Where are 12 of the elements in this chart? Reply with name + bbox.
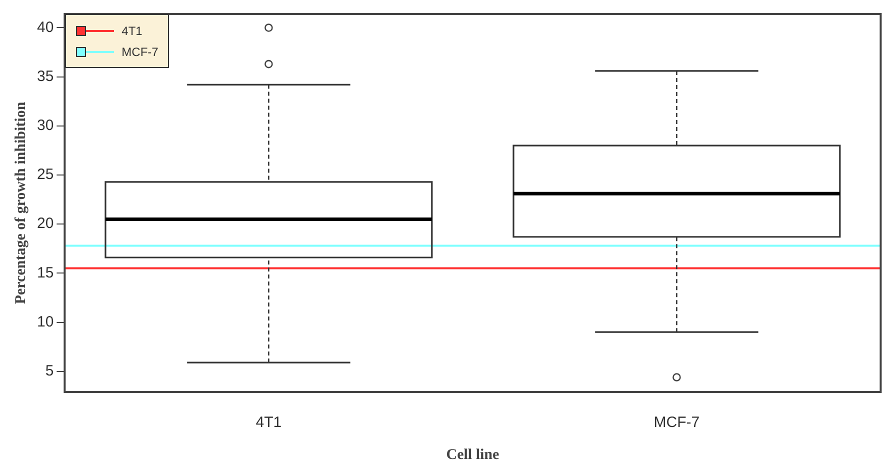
y-axis-title: Percentage of growth inhibition xyxy=(12,101,29,304)
x-axis-title: Cell line xyxy=(446,446,500,463)
y-tick-label: 40 xyxy=(36,18,54,36)
y-tick-label: 5 xyxy=(45,362,54,380)
y-tick-label: 20 xyxy=(36,215,54,232)
y-tick-label: 30 xyxy=(36,117,54,134)
y-tick-label: 15 xyxy=(36,264,54,282)
y-tick-label: 10 xyxy=(36,313,54,330)
y-tick-label: 35 xyxy=(36,68,54,85)
legend-label: MCF-7 xyxy=(122,44,158,58)
y-tick-label: 25 xyxy=(36,166,54,184)
legend-label: 4T1 xyxy=(122,24,142,38)
